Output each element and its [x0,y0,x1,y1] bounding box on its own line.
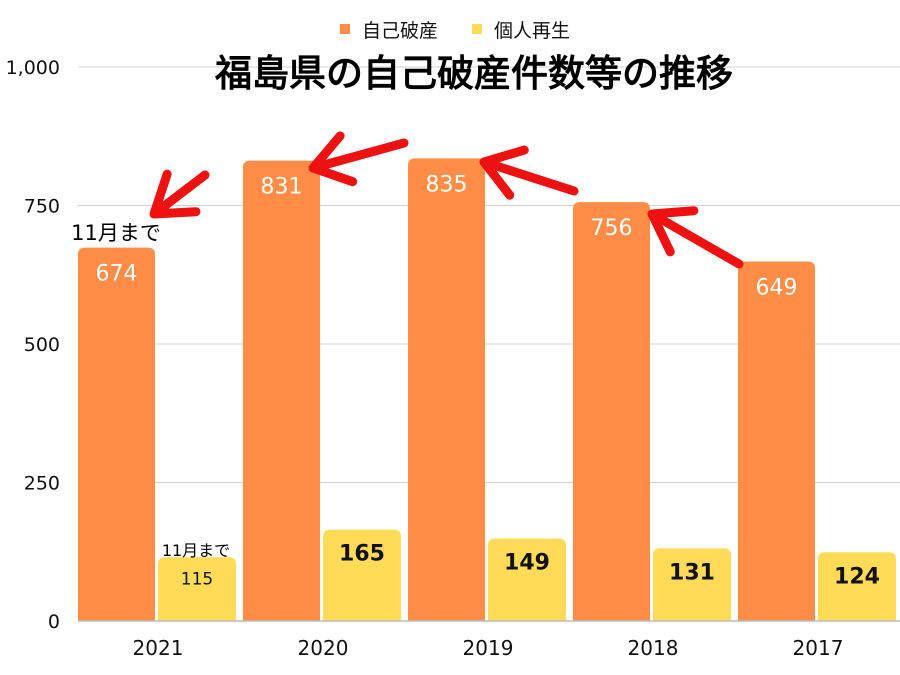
arrow-annotation [308,131,409,187]
bar-bankruptcy [78,247,155,621]
y-tick-label: 0 [48,611,60,633]
annotation-arrows [149,131,744,269]
x-tick-label: 2020 [298,636,349,660]
arrow-annotation [149,169,210,219]
data-label: 124 [834,564,880,589]
annotation-label: 11月まで [71,221,161,245]
bar-rehabilitation [323,529,401,621]
legend-label: 自己破産 [362,20,438,42]
data-label: 831 [261,175,303,200]
legend: 自己破産 個人再生 [340,20,570,42]
bar-rehabilitation [158,557,236,621]
bar-rehabilitation [818,552,896,621]
y-tick-label: 750 [24,196,60,218]
arrow-annotation [647,206,744,269]
x-tick-label: 2017 [793,636,844,660]
y-tick-label: 250 [24,473,60,495]
x-tick-label: 2019 [463,636,514,660]
data-label: 649 [756,275,798,300]
x-tick-label: 2018 [628,636,679,660]
x-tick-label: 2021 [133,636,184,660]
legend-label: 個人再生 [494,20,570,42]
data-label: 674 [96,262,138,287]
legend-swatch [472,24,482,34]
chart-title: 福島県の自己破産件数等の推移 [214,52,733,95]
y-tick-label: 1,000 [6,57,60,79]
data-labels: 674 115 831 165 835 149 756 131 649 124 11月まで 11月まで [71,172,880,589]
data-label: 835 [426,172,468,197]
data-label: 756 [591,216,633,241]
data-label: 131 [669,560,715,585]
data-label: 115 [181,569,213,589]
bar-bankruptcy [573,202,650,621]
bar-rehabilitation [653,548,731,621]
bar-rehabilitation [488,538,566,621]
bar-bankruptcy [408,158,485,621]
data-label: 165 [339,542,385,567]
legend-swatch [340,24,350,34]
arrow-annotation [479,145,579,200]
y-tick-label: 500 [24,334,60,356]
bars [78,158,896,621]
data-label: 149 [504,550,550,575]
annotation-label: 11月まで [162,541,230,560]
axes: 0 250 500 750 1,000 2021 2020 2019 2018 2017 [6,57,900,660]
bar-bankruptcy [243,160,320,621]
bar-bankruptcy [738,261,815,621]
